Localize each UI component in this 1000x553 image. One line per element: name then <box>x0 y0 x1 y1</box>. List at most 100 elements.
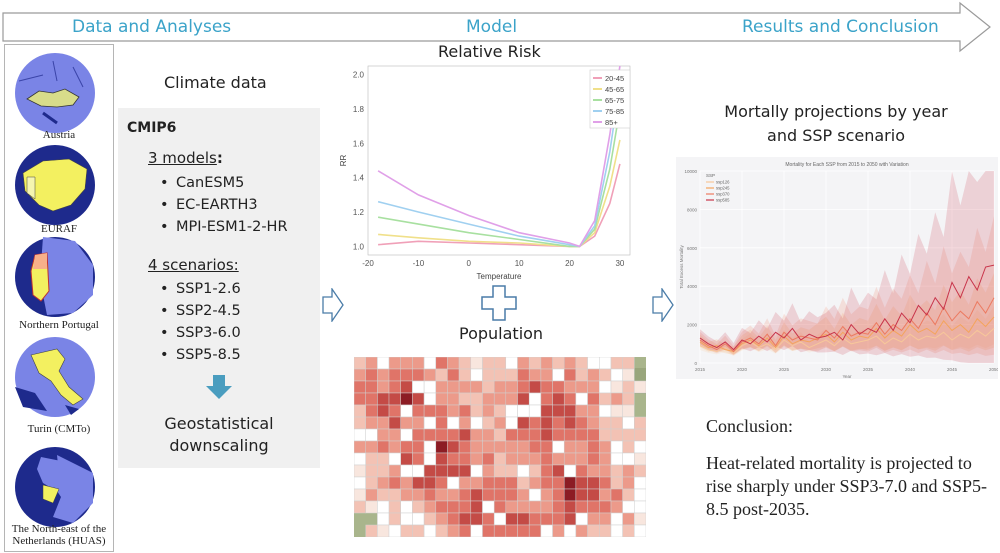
population-cell <box>400 428 413 442</box>
population-cell <box>470 476 483 490</box>
population-cell <box>552 500 565 514</box>
mort-ytick-label: 2000 <box>687 323 698 328</box>
population-cell <box>365 476 378 490</box>
population-cell <box>610 524 623 537</box>
population-cell <box>435 416 448 430</box>
population-cell <box>388 488 401 502</box>
population-cell <box>587 524 600 537</box>
population-cell <box>365 440 378 454</box>
population-cell <box>377 500 390 514</box>
mort-xtick-label: 2045 <box>947 367 958 372</box>
population-cell <box>563 452 577 466</box>
scenarios-list: SSP1-2.6 SSP2-4.5 SSP3-6.0 SSP5-8.5 <box>148 278 241 366</box>
population-cell <box>377 357 390 370</box>
population-grid-map <box>354 357 646 537</box>
population-cell <box>505 476 518 490</box>
population-cell <box>470 357 483 370</box>
population-cell <box>610 428 623 442</box>
population-cell <box>622 392 635 406</box>
globe-austria <box>15 53 95 133</box>
population-cell <box>552 440 565 454</box>
population-cell <box>388 440 401 454</box>
population-cell <box>599 380 612 394</box>
population-cell <box>528 368 542 382</box>
phase-data-analyses: Data and Analyses <box>72 17 232 37</box>
population-cell <box>610 500 623 514</box>
population-cell <box>540 476 553 490</box>
models-list: CanESM5 EC-EARTH3 MPI-ESM1-2-HR <box>148 172 288 238</box>
population-cell <box>575 416 588 430</box>
mort-legend-label: ssp370 <box>716 192 730 197</box>
population-cell <box>493 488 507 502</box>
process-arrow <box>2 1 991 53</box>
population-cell <box>517 357 530 370</box>
scenario-item: SSP1-2.6 <box>148 278 241 300</box>
population-cell <box>354 476 366 490</box>
population-cell <box>458 428 472 442</box>
population-cell <box>493 500 507 514</box>
population-cell <box>423 512 437 526</box>
arrow-right-icon <box>652 288 674 322</box>
globe-netherlands <box>15 447 95 527</box>
population-cell <box>517 440 530 454</box>
population-cell <box>610 476 623 490</box>
population-cell <box>575 380 588 394</box>
conclusion-title: Conclusion: <box>706 416 794 436</box>
rr-xtick-label: -10 <box>413 259 425 268</box>
population-cell <box>552 524 565 537</box>
population-cell <box>377 416 390 430</box>
conclusion-text: Heat-related mortality is projected to r… <box>706 453 988 519</box>
population-cell <box>505 452 518 466</box>
population-cell <box>470 512 483 526</box>
mort-xtick-label: 2025 <box>779 367 790 372</box>
population-cell <box>599 404 612 418</box>
population-cell <box>599 500 612 514</box>
rr-series-line <box>377 83 621 248</box>
population-cell <box>388 500 401 514</box>
population-cell <box>365 452 378 466</box>
population-cell <box>470 452 483 466</box>
population-cell <box>365 488 378 502</box>
population-cell <box>423 524 437 537</box>
population-cell <box>435 512 448 526</box>
population-cell <box>482 428 495 442</box>
rr-ytick-label: 2.0 <box>353 71 365 80</box>
mort-ytick-label: 6000 <box>687 246 698 251</box>
population-cell <box>517 512 530 526</box>
mort-ytick-label: 0 <box>694 361 697 366</box>
population-cell <box>563 380 577 394</box>
population-cell <box>388 452 401 466</box>
population-cell <box>505 500 518 514</box>
population-cell <box>610 404 623 418</box>
population-cell <box>482 476 495 490</box>
population-cell <box>622 440 635 454</box>
mort-series-line <box>699 328 995 355</box>
population-cell <box>610 416 623 430</box>
population-cell <box>447 357 460 370</box>
population-cell <box>400 500 413 514</box>
population-cell <box>622 500 635 514</box>
population-cell <box>587 488 600 502</box>
phase-results-conclusion: Results and Conclusion <box>742 17 939 37</box>
population-cell <box>505 380 518 394</box>
population-cell <box>622 368 635 382</box>
population-cell <box>622 524 635 537</box>
mort-xtick-label: 2040 <box>905 367 916 372</box>
population-cell <box>354 440 366 454</box>
population-cell <box>575 524 588 537</box>
population-cell <box>447 416 460 430</box>
population-cell <box>505 524 518 537</box>
population-cell <box>447 524 460 537</box>
population-cell <box>505 512 518 526</box>
population-cell <box>528 392 542 406</box>
region-label-euraf: EURAF <box>40 223 78 235</box>
population-cell <box>505 464 518 478</box>
population-cell <box>634 488 646 502</box>
population-cell <box>599 464 612 478</box>
population-cell <box>482 368 495 382</box>
globe-euraf <box>15 145 95 225</box>
population-cell <box>610 452 623 466</box>
population-cell <box>435 476 448 490</box>
population-cell <box>587 428 600 442</box>
rr-legend-label: 45-65 <box>605 85 624 94</box>
